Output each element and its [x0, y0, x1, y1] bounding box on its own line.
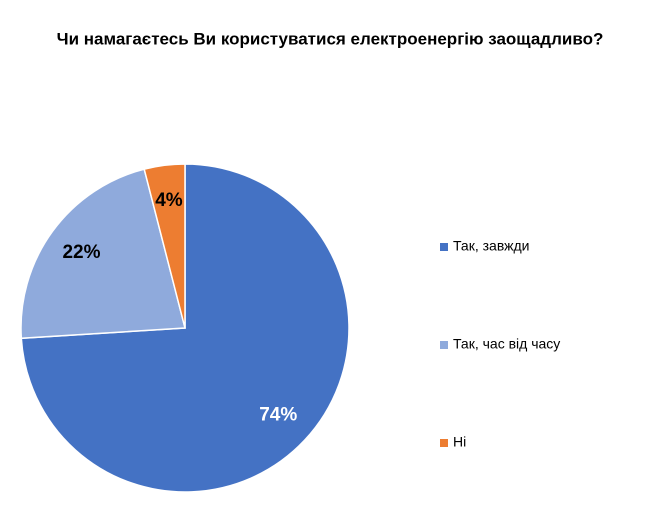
chart-title: Чи намагаєтесь Ви користуватися електрое…: [57, 29, 604, 48]
legend-label: Так, час від часу: [453, 336, 560, 352]
pie-slice: [20, 168, 186, 340]
legend-swatch: [440, 341, 448, 349]
data-label: 4%: [155, 190, 183, 211]
pie-slice: [143, 163, 186, 329]
legend-label: Так, завжди: [453, 238, 529, 254]
legend-label: Ні: [453, 434, 466, 450]
legend-swatch: [440, 439, 448, 447]
data-label: 74%: [259, 405, 297, 426]
data-label: 22%: [62, 242, 100, 263]
legend-swatch: [440, 243, 448, 251]
